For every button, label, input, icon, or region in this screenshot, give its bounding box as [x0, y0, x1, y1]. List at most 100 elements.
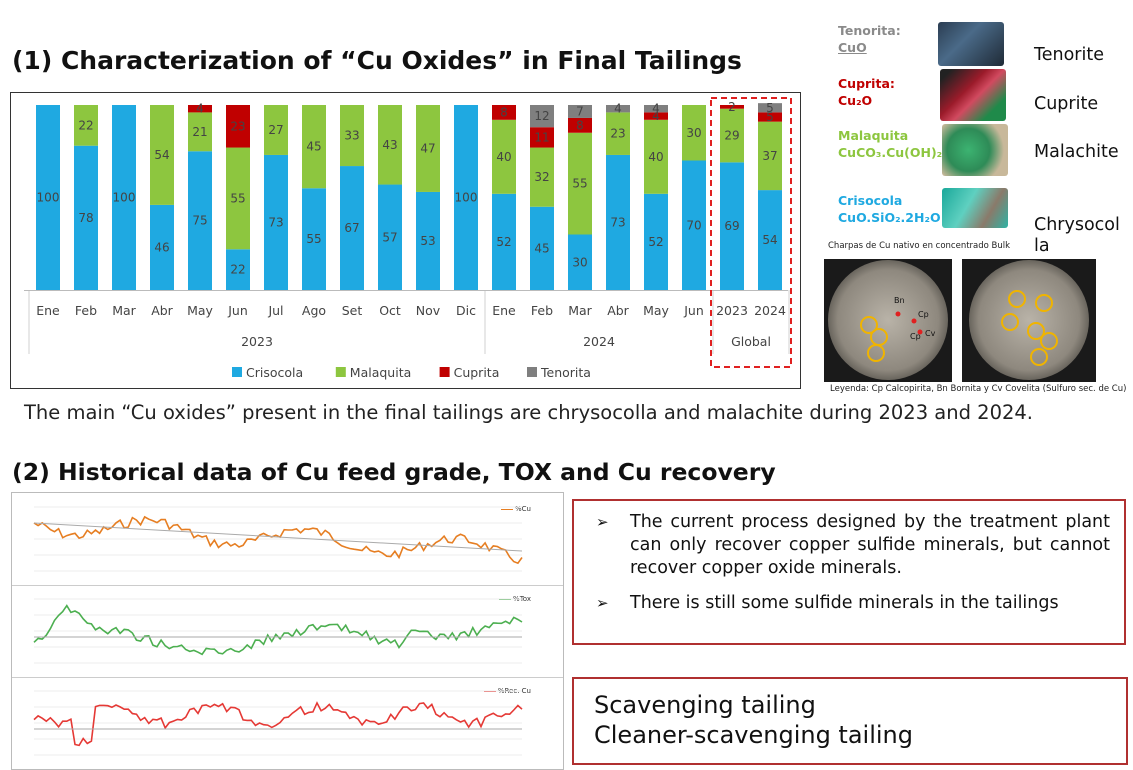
group-label: 2024 — [583, 334, 615, 349]
section-2-title: (2) Historical data of Cu feed grade, TO… — [12, 458, 776, 486]
x-tick-label: Abr — [607, 303, 629, 318]
bar-malaquita — [226, 147, 250, 250]
bar-value-label: 7 — [576, 104, 584, 118]
bar-crisocola — [302, 188, 326, 290]
x-tick-label: Jun — [227, 303, 248, 318]
bar-tenorita — [568, 105, 592, 118]
bar-value-label: 23 — [230, 119, 245, 133]
bar-value-label: 52 — [496, 235, 511, 249]
bar-crisocola — [606, 154, 630, 290]
bar-crisocola — [36, 105, 60, 290]
x-tick-label: May — [643, 303, 669, 318]
bar-value-label: 54 — [762, 233, 777, 247]
highlight-circle — [1030, 348, 1048, 366]
note-text: The current process designed by the trea… — [630, 512, 1110, 578]
tenorite-sample-image — [938, 22, 1004, 66]
bar-value-label: 70 — [686, 218, 701, 232]
legend-label: Cuprita — [454, 365, 500, 380]
bar-cuprita — [720, 105, 744, 109]
highlight-circle — [1008, 290, 1026, 308]
bar-crisocola — [454, 105, 478, 290]
chrysocolla-sample-image — [942, 188, 1008, 228]
x-tick-label: Feb — [75, 303, 97, 318]
bar-value-label: 75 — [192, 214, 207, 228]
mineral-label: Bn — [894, 296, 905, 305]
bar-value-label: 5 — [766, 101, 774, 115]
bar-malaquita — [758, 121, 782, 191]
bar-value-label: 33 — [344, 129, 359, 143]
bar-value-label: 4 — [652, 102, 660, 116]
cu-recovery-panel: %Rec. Cu — [12, 677, 563, 769]
chrysocolla-name: Chrysocol la — [1034, 215, 1120, 256]
bar-malaquita — [492, 119, 516, 194]
tailing-type: Scavenging tailing — [594, 691, 816, 719]
highlight-circle — [1035, 294, 1053, 312]
bar-crisocola — [340, 166, 364, 290]
bar-value-label: 30 — [572, 255, 587, 269]
bar-value-label: 2 — [728, 100, 736, 114]
mineral-label: Cp — [918, 310, 929, 319]
mineral-reference-panel: Tenorita: CuO Tenorite Cuprita: Cu₂O Cupri… — [818, 12, 1133, 397]
bar-value-label: 55 — [230, 191, 245, 205]
x-tick-label: Nov — [416, 303, 441, 318]
bar-value-label: 12 — [534, 109, 549, 123]
tailing-type: Cleaner-scavenging tailing — [594, 721, 913, 749]
x-tick-label: Ene — [492, 303, 516, 318]
micrographs: Bn Cp Cv Cp — [824, 259, 1096, 382]
bar-value-label: 45 — [306, 140, 321, 154]
bar-malaquita — [150, 105, 174, 205]
x-tick-label: Mar — [568, 303, 592, 318]
tenorita-label: Tenorita: CuO — [838, 23, 901, 55]
bar-tenorita — [606, 105, 630, 113]
stacked-bar-chart: 100Ene7822Feb100Mar4654Abr75214May225523… — [24, 97, 792, 380]
bar-value-label: 5 — [766, 110, 774, 124]
malachite-name: Malachite — [1034, 142, 1119, 162]
bar-value-label: 53 — [420, 234, 435, 248]
bar-crisocola — [188, 151, 212, 290]
legend-swatch — [527, 367, 537, 377]
group-label: Global — [731, 334, 771, 349]
bar-value-label: 40 — [648, 150, 663, 164]
bar-value-label: 22 — [78, 118, 93, 132]
bar-malaquita — [188, 112, 212, 152]
mineral-label: Cv — [925, 329, 936, 338]
group-label: 2023 — [241, 334, 273, 349]
bar-crisocola — [264, 154, 288, 290]
x-tick-label: Mar — [112, 303, 136, 318]
micrograph-caption: Charpas de Cu nativo en concentrado Bulk — [828, 241, 1011, 251]
bar-tenorita — [758, 103, 782, 113]
bar-malaquita — [568, 132, 592, 235]
section-1-title: (1) Characterization of “Cu Oxides” in F… — [12, 46, 742, 75]
process-notes-box: ➢ The current process designed by the tre… — [572, 499, 1126, 645]
bar-value-label: 37 — [762, 149, 777, 163]
historical-charts: %Cu %Tox %Rec. Cu — [11, 492, 564, 770]
note-text: There is still some sulfide minerals in … — [630, 593, 1059, 613]
bar-cuprita — [492, 105, 516, 120]
bar-value-label: 21 — [192, 125, 207, 139]
micrograph-legend: Leyenda: Cp Calcopirita, Bn Bornita y Cv… — [830, 384, 1127, 394]
bar-crisocola — [74, 145, 98, 290]
bar-value-label: 100 — [455, 191, 478, 205]
bar-malaquita — [416, 105, 440, 192]
bar-crisocola — [492, 193, 516, 290]
bar-value-label: 69 — [724, 219, 739, 233]
legend-label: Crisocola — [246, 365, 303, 380]
highlight-circle — [860, 316, 878, 334]
bar-value-label: 27 — [268, 123, 283, 137]
bar-cuprita — [568, 117, 592, 133]
bar-value-label: 30 — [686, 126, 701, 140]
bar-value-label: 32 — [534, 170, 549, 184]
legend-swatch — [439, 367, 450, 377]
bar-malaquita — [644, 119, 668, 194]
mineral-label: Cp — [910, 332, 921, 341]
bar-malaquita — [530, 147, 554, 207]
tox-line-chart — [33, 598, 523, 664]
x-tick-label: Oct — [379, 303, 401, 318]
arrow-bullet-icon: ➢ — [596, 513, 609, 531]
note-item: ➢ The current process designed by the tre… — [596, 511, 1110, 580]
bar-value-label: 54 — [154, 148, 169, 162]
bar-malaquita — [74, 105, 98, 146]
micrograph-left — [828, 260, 948, 380]
x-tick-label: Dic — [456, 303, 476, 318]
legend-label: Tenorita — [540, 365, 591, 380]
